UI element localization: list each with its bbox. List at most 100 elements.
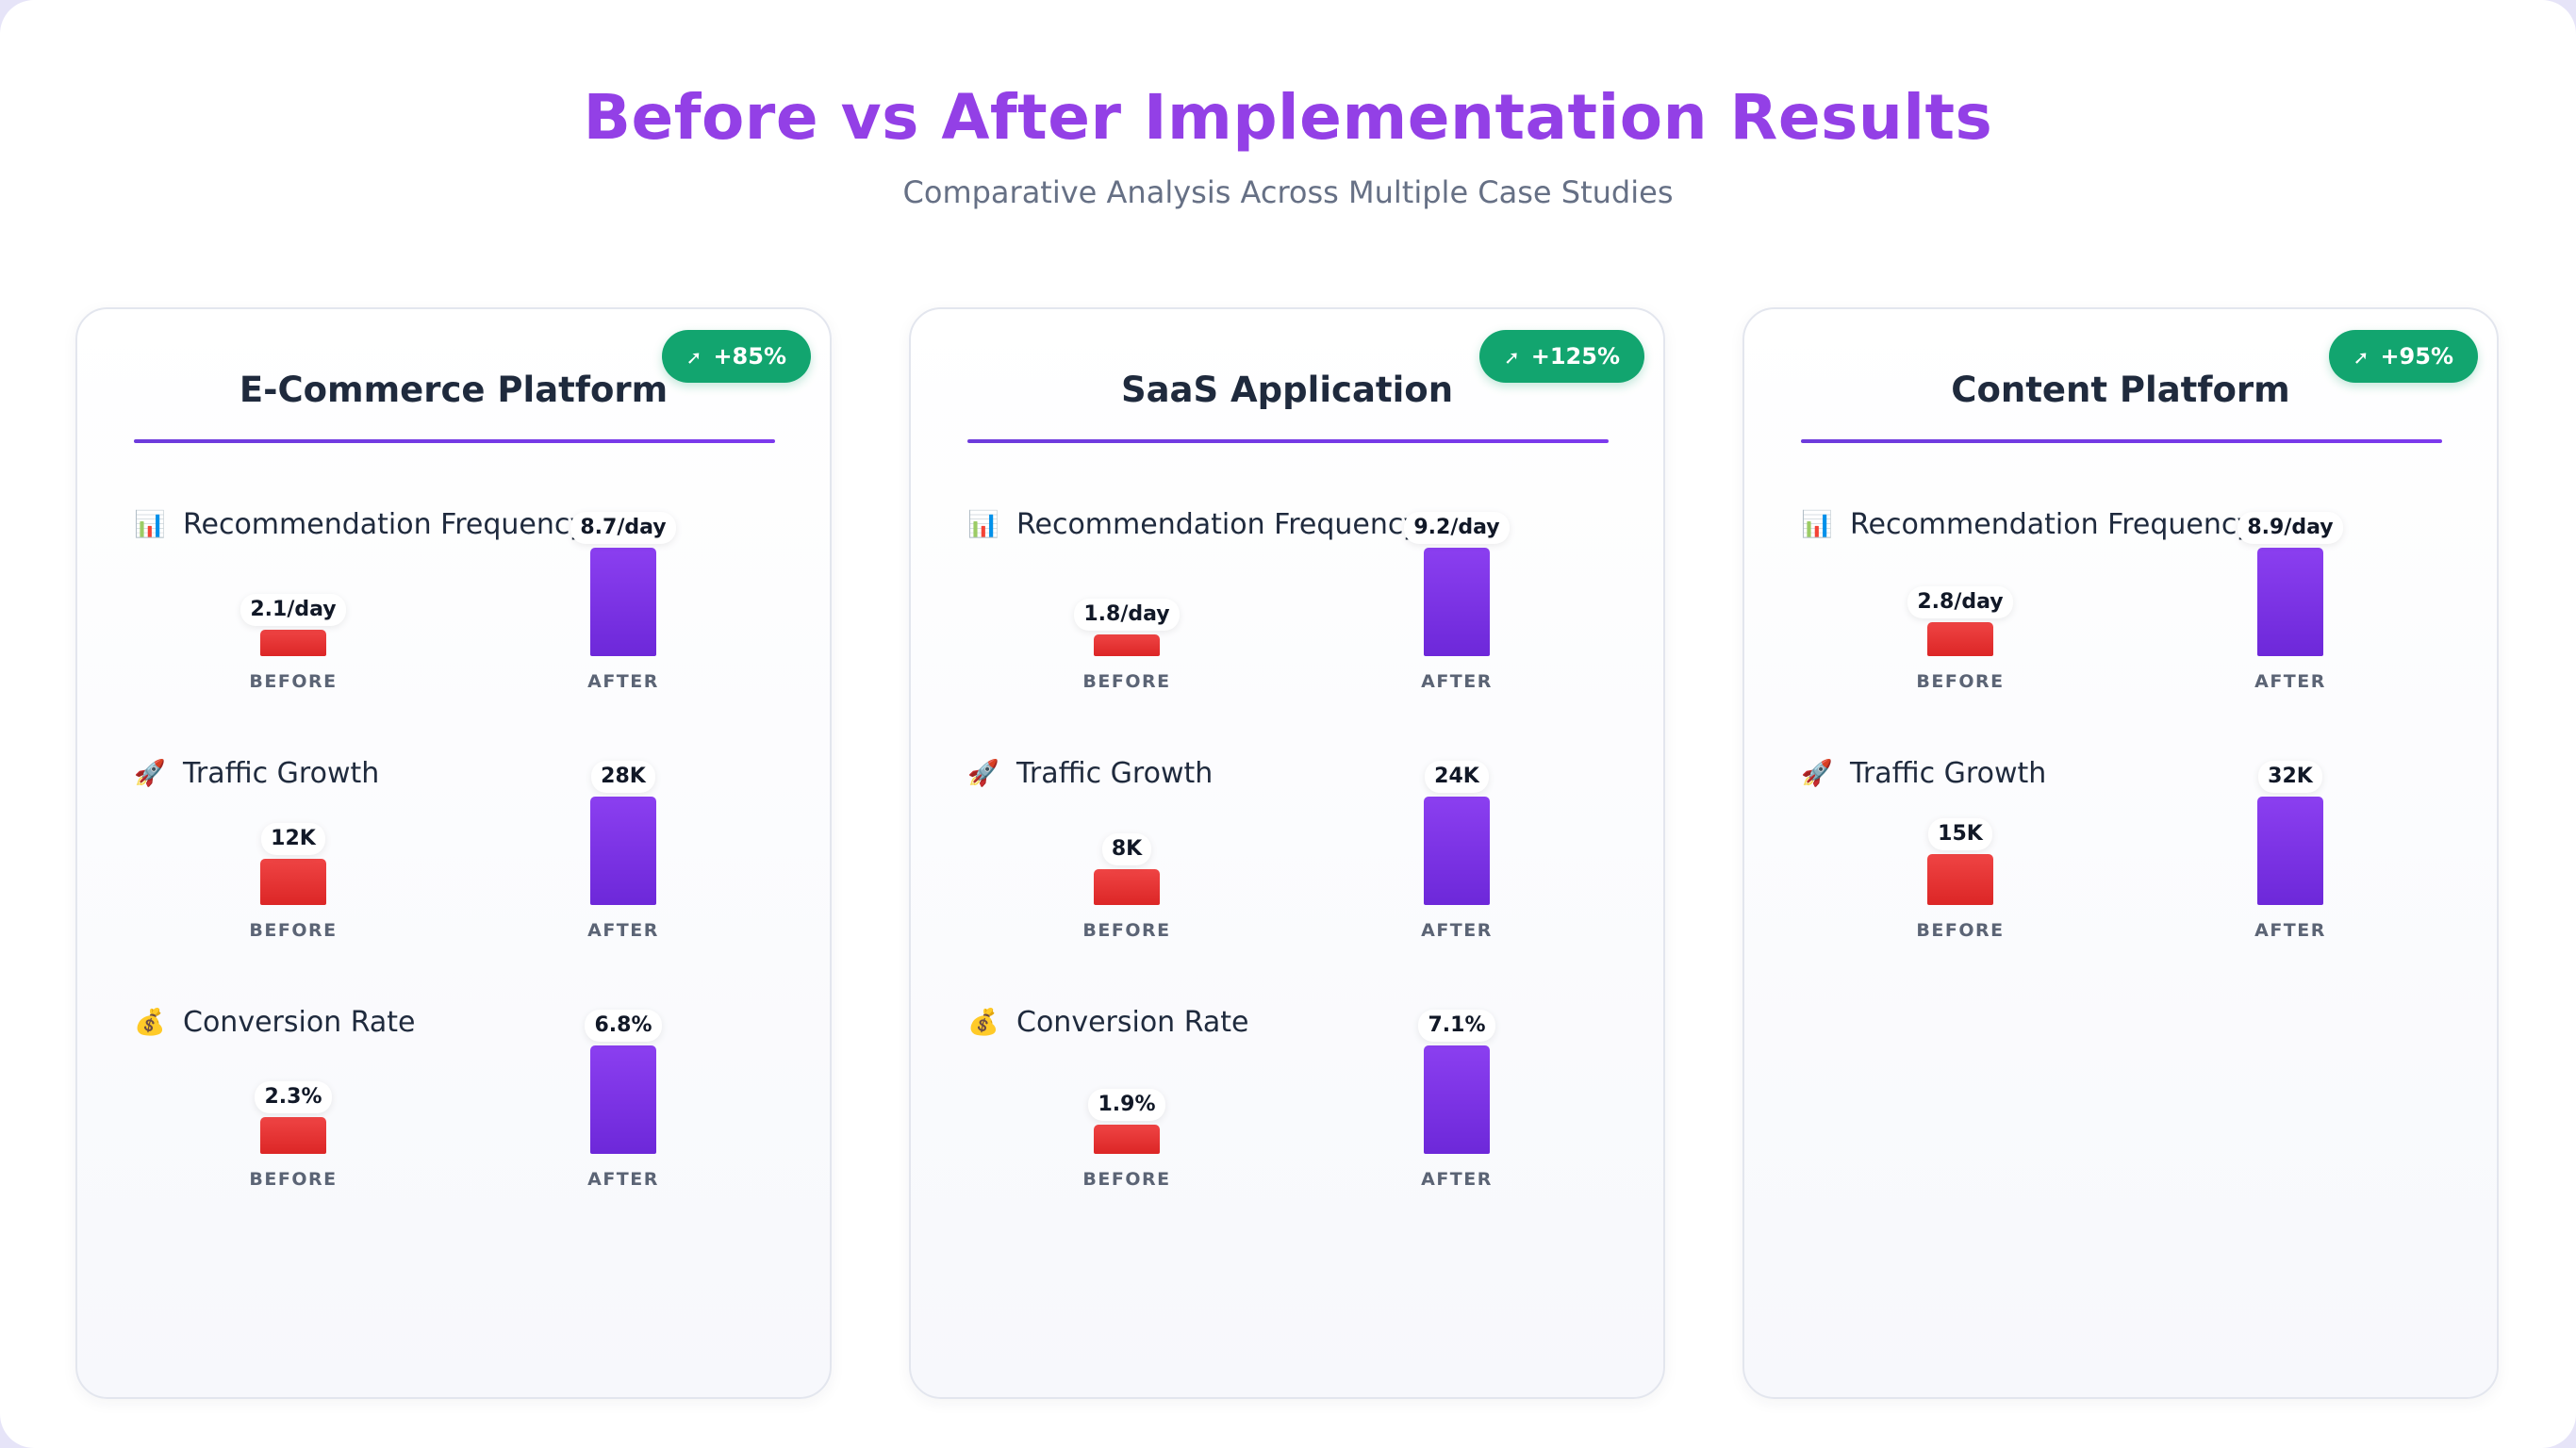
before-bar: [1094, 869, 1160, 905]
metric-name: Conversion Rate: [1016, 1005, 1249, 1039]
card-title: E-Commerce Platform: [239, 370, 669, 410]
after-bar-column: 24K AFTER: [1384, 752, 1535, 941]
after-axis-label: AFTER: [1421, 920, 1493, 941]
after-value-label: 28K: [551, 761, 696, 793]
after-bar-column: 7.1% AFTER: [1384, 1001, 1535, 1190]
metric-header: 💰 Conversion Rate: [967, 1001, 1249, 1043]
page-subtitle: Comparative Analysis Across Multiple Cas…: [902, 174, 1674, 210]
before-axis-label: BEFORE: [1082, 671, 1171, 692]
after-value-label: 8.9/day: [2218, 512, 2363, 544]
after-bar: [590, 548, 656, 656]
before-bar: [1927, 854, 1993, 905]
before-bar: [1094, 1125, 1160, 1154]
after-bar-column: 8.7/day AFTER: [551, 503, 702, 692]
title-divider: [134, 439, 775, 443]
before-value-label: 2.1/day: [221, 594, 366, 626]
card-title: Content Platform: [1951, 370, 2290, 410]
value-label-text: 1.8/day: [1074, 599, 1180, 631]
before-bar-column: 1.9% BEFORE: [1054, 1001, 1205, 1190]
bar-chart-icon: 📊: [1801, 510, 1833, 539]
metric-group: 💰 Conversion Rate 2.3% BEFORE 6.8% AFTER: [77, 1001, 830, 1209]
metric-name: Traffic Growth: [1016, 756, 1214, 790]
after-axis-label: AFTER: [2254, 920, 2326, 941]
before-bar: [260, 859, 326, 905]
rocket-icon: 🚀: [1801, 759, 1833, 788]
after-axis-label: AFTER: [1421, 1169, 1493, 1190]
before-axis-label: BEFORE: [1916, 920, 2005, 941]
metric-name: Traffic Growth: [183, 756, 380, 790]
title-divider: [1801, 439, 2442, 443]
before-value-label: 1.9%: [1054, 1089, 1199, 1121]
before-axis-label: BEFORE: [1082, 1169, 1171, 1190]
before-bar-column: 2.1/day BEFORE: [221, 503, 372, 692]
badge-value: +85%: [713, 343, 786, 370]
after-bar: [2257, 548, 2323, 656]
improvement-badge: ➚ +125%: [1478, 330, 1644, 383]
case-study-card: E-Commerce Platform ➚ +85% 📊 Recommendation …: [75, 307, 832, 1399]
metric-header: 📊 Recommendation Frequency: [134, 503, 586, 545]
value-label-text: 2.3%: [255, 1081, 332, 1113]
value-label-text: 8.7/day: [570, 512, 676, 544]
after-bar-column: 28K AFTER: [551, 752, 702, 941]
metric-name: Recommendation Frequency: [183, 507, 587, 541]
after-axis-label: AFTER: [2254, 671, 2326, 692]
before-bar-column: 2.8/day BEFORE: [1888, 503, 2039, 692]
before-bar: [1927, 622, 1993, 656]
value-label-text: 24K: [1425, 761, 1489, 793]
rocket-icon: 🚀: [134, 759, 166, 788]
badge-value: +125%: [1530, 343, 1620, 370]
arrow-up-right-icon: ➚: [685, 346, 702, 369]
before-value-label: 2.3%: [221, 1081, 366, 1113]
metric-header: 🚀 Traffic Growth: [134, 752, 379, 794]
before-bar-column: 15K BEFORE: [1888, 752, 2039, 941]
bar-chart-icon: 📊: [967, 510, 999, 539]
money-bag-icon: 💰: [967, 1008, 999, 1037]
after-bar: [2257, 797, 2323, 905]
metric-group: 📊 Recommendation Frequency 2.8/day BEFORE 8.…: [1744, 503, 2497, 711]
metric-header: 🚀 Traffic Growth: [967, 752, 1213, 794]
after-bar: [590, 797, 656, 905]
rocket-icon: 🚀: [967, 759, 999, 788]
value-label-text: 1.9%: [1088, 1089, 1165, 1121]
before-axis-label: BEFORE: [249, 1169, 338, 1190]
value-label-text: 6.8%: [585, 1010, 662, 1042]
before-value-label: 15K: [1888, 818, 2033, 850]
value-label-text: 15K: [1928, 818, 1992, 850]
after-value-label: 32K: [2218, 761, 2363, 793]
metric-group: 💰 Conversion Rate 1.9% BEFORE 7.1% AFTER: [911, 1001, 1663, 1209]
after-bar: [590, 1045, 656, 1154]
after-bar: [1424, 548, 1490, 656]
card-title: SaaS Application: [1120, 370, 1454, 410]
before-bar-column: 8K BEFORE: [1054, 752, 1205, 941]
metric-group: 🚀 Traffic Growth 12K BEFORE 28K AFTER: [77, 752, 830, 960]
metric-group: 🚀 Traffic Growth 8K BEFORE 24K AFTER: [911, 752, 1663, 960]
after-bar: [1424, 797, 1490, 905]
badge-value: +95%: [2380, 343, 2453, 370]
value-label-text: 32K: [2258, 761, 2322, 793]
value-label-text: 7.1%: [1418, 1010, 1495, 1042]
before-axis-label: BEFORE: [1082, 920, 1171, 941]
before-value-label: 1.8/day: [1054, 599, 1199, 631]
before-bar-column: 1.8/day BEFORE: [1054, 503, 1205, 692]
before-value-label: 12K: [221, 823, 366, 855]
arrow-up-right-icon: ➚: [2353, 346, 2370, 369]
after-bar-column: 32K AFTER: [2218, 752, 2369, 941]
after-bar-column: 6.8% AFTER: [551, 1001, 702, 1190]
before-value-label: 2.8/day: [1888, 586, 2033, 618]
money-bag-icon: 💰: [134, 1008, 166, 1037]
arrow-up-right-icon: ➚: [1503, 346, 1520, 369]
before-bar-column: 2.3% BEFORE: [221, 1001, 372, 1190]
before-axis-label: BEFORE: [1916, 671, 2005, 692]
metric-name: Conversion Rate: [183, 1005, 416, 1039]
after-bar-column: 9.2/day AFTER: [1384, 503, 1535, 692]
after-bar-column: 8.9/day AFTER: [2218, 503, 2369, 692]
metric-header: 📊 Recommendation Frequency: [967, 503, 1420, 545]
improvement-badge: ➚ +85%: [661, 330, 811, 383]
after-axis-label: AFTER: [587, 671, 659, 692]
value-label-text: 12K: [261, 823, 325, 855]
improvement-badge: ➚ +95%: [2328, 330, 2478, 383]
metric-header: 💰 Conversion Rate: [134, 1001, 416, 1043]
before-bar: [1094, 634, 1160, 656]
value-label-text: 2.1/day: [240, 594, 346, 626]
